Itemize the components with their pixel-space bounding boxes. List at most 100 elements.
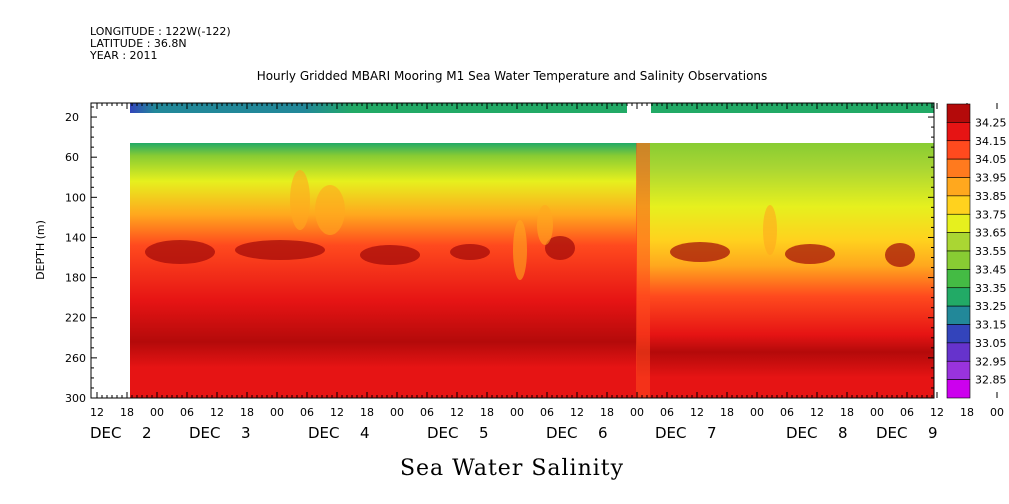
y-tick-label: 220 <box>65 312 86 325</box>
x-tick-label: 18 <box>960 406 974 419</box>
colorbar-swatch <box>946 158 971 178</box>
x-tick-label: 06 <box>300 406 314 419</box>
x-axis: 12 18 00 06 12 18 00 06 12 18 00 06 12 18 00 06 12 18 00 06… <box>90 103 1004 442</box>
x-day-number: 8 <box>838 424 848 442</box>
orange-intrusion <box>537 205 553 245</box>
y-tick-label: 300 <box>65 392 86 405</box>
x-tick-label: 12 <box>570 406 584 419</box>
x-tick-label: 00 <box>510 406 524 419</box>
colorbar-label: 33.15 <box>975 319 1007 332</box>
x-tick-label: 06 <box>180 406 194 419</box>
x-tick-label: 18 <box>720 406 734 419</box>
x-day-label: DEC <box>90 424 122 442</box>
dark-band-patch <box>450 244 490 260</box>
y-tick-label: 100 <box>65 191 86 204</box>
colorbar-swatch <box>946 342 971 362</box>
colorbar-label: 33.05 <box>975 337 1007 350</box>
x-tick-label: 00 <box>990 406 1004 419</box>
x-day-number: 3 <box>241 424 251 442</box>
colorbar-label: 34.25 <box>975 116 1007 129</box>
colorbar-label: 33.35 <box>975 282 1007 295</box>
x-tick-label: 18 <box>120 406 134 419</box>
x-tick-label: 12 <box>810 406 824 419</box>
heatmap-field <box>91 103 934 398</box>
colorbar: 32.85 32.95 33.05 33.15 33.25 33.35 33.45 33.55… <box>946 103 1007 399</box>
y-tick-label: 260 <box>65 352 86 365</box>
y-axis-label: DEPTH (m) <box>34 220 47 280</box>
x-day-label: DEC <box>189 424 221 442</box>
x-tick-label: 18 <box>240 406 254 419</box>
x-tick-label: 12 <box>450 406 464 419</box>
longitude-label: LONGITUDE : 122W(-122) <box>90 25 231 38</box>
y-axis: 20 60 100 140 180 220 260 300 <box>65 106 934 405</box>
x-tick-label: 12 <box>930 406 944 419</box>
colorbar-label: 33.55 <box>975 245 1007 258</box>
y-tick-label: 20 <box>65 111 79 124</box>
x-tick-label: 12 <box>690 406 704 419</box>
colorbar-swatch <box>946 250 971 270</box>
colorbar-label: 33.25 <box>975 300 1007 313</box>
x-day-number: 5 <box>479 424 489 442</box>
x-tick-label: 00 <box>390 406 404 419</box>
colorbar-label: 33.85 <box>975 190 1007 203</box>
x-day-label: DEC <box>786 424 818 442</box>
x-tick-label: 00 <box>630 406 644 419</box>
colorbar-swatch <box>946 360 971 380</box>
colorbar-label: 33.95 <box>975 172 1007 185</box>
dark-band-patch <box>785 244 835 264</box>
dark-band <box>145 170 915 280</box>
x-tick-label: 00 <box>870 406 884 419</box>
x-tick-label: 12 <box>90 406 104 419</box>
colorbar-swatch <box>946 324 971 344</box>
colorbar-label: 33.45 <box>975 263 1007 276</box>
colorbar-label: 32.85 <box>975 374 1007 387</box>
x-day-label: DEC <box>308 424 340 442</box>
x-tick-label: 12 <box>210 406 224 419</box>
colorbar-swatch <box>946 287 971 307</box>
x-day-label: DEC <box>546 424 578 442</box>
year-label: YEAR : 2011 <box>89 49 158 62</box>
x-tick-label: 18 <box>840 406 854 419</box>
dark-band-patch <box>235 240 325 260</box>
surface-strip-1 <box>130 103 627 113</box>
colorbar-label: 34.05 <box>975 153 1007 166</box>
x-tick-label: 18 <box>480 406 494 419</box>
colorbar-label: 34.15 <box>975 135 1007 148</box>
y-tick-label: 60 <box>65 151 79 164</box>
colorbar-swatch <box>946 195 971 215</box>
dark-band-patch <box>545 236 575 260</box>
y-tick-label: 140 <box>65 231 86 244</box>
x-tick-label: 00 <box>150 406 164 419</box>
variable-title: Sea Water Salinity <box>400 456 624 481</box>
x-tick-label: 12 <box>330 406 344 419</box>
colorbar-swatch <box>946 269 971 289</box>
x-tick-label: 06 <box>660 406 674 419</box>
chart-title: Hourly Gridded MBARI Mooring M1 Sea Wate… <box>257 69 768 83</box>
colorbar-swatch <box>946 379 971 399</box>
colorbar-swatch <box>946 103 971 123</box>
orange-intrusion <box>290 170 310 230</box>
field-late <box>637 143 934 398</box>
colorbar-swatch <box>946 140 971 160</box>
x-tick-label: 06 <box>900 406 914 419</box>
colorbar-swatch <box>946 305 971 325</box>
dark-band-patch <box>360 245 420 265</box>
x-day-label: DEC <box>876 424 908 442</box>
x-day-number: 7 <box>707 424 717 442</box>
dark-band-patch <box>670 242 730 262</box>
orange-intrusion <box>763 205 777 255</box>
x-tick-label: 00 <box>750 406 764 419</box>
latitude-label: LATITUDE : 36.8N <box>90 37 187 50</box>
x-tick-label: 06 <box>540 406 554 419</box>
x-tick-label: 00 <box>270 406 284 419</box>
colorbar-swatch <box>946 177 971 197</box>
dark-band-patch <box>145 240 215 264</box>
orange-intrusion <box>315 185 345 235</box>
colorbar-swatch <box>946 122 971 142</box>
x-day-number: 6 <box>598 424 608 442</box>
colorbar-label: 33.65 <box>975 227 1007 240</box>
x-day-number: 4 <box>360 424 370 442</box>
colorbar-label: 32.95 <box>975 355 1007 368</box>
colorbar-swatch <box>946 232 971 252</box>
